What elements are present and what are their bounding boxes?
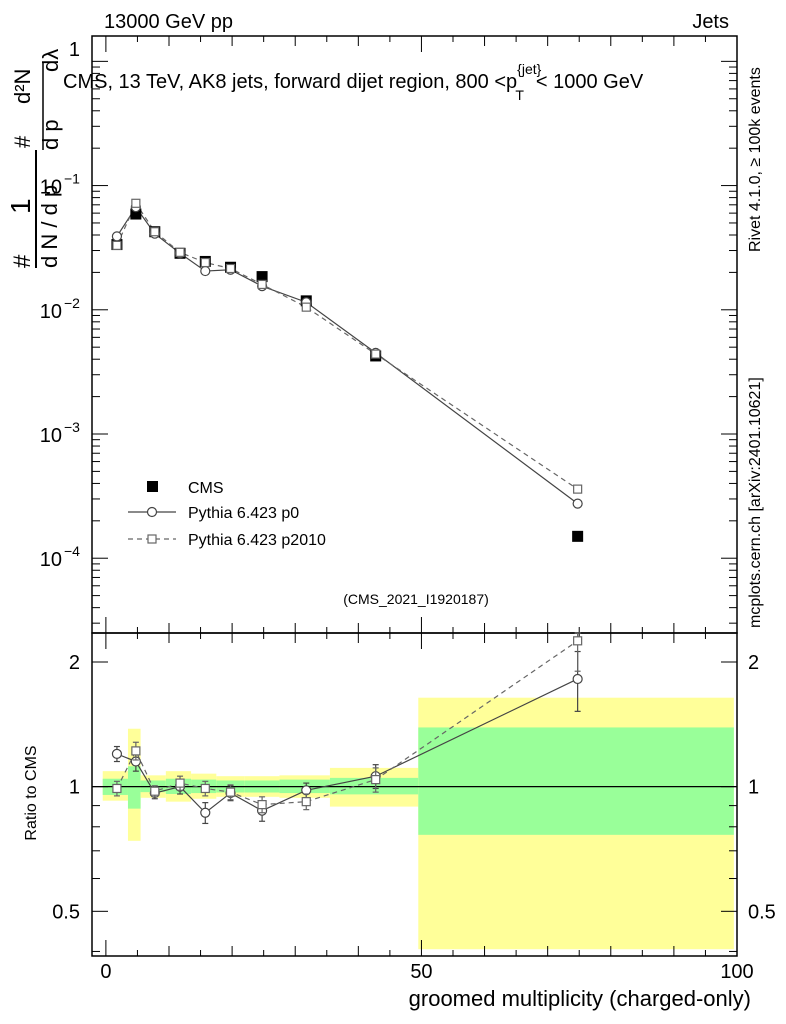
ylabel-hash-2: # (10, 135, 35, 148)
legend-marker-cms (147, 481, 158, 492)
ratio-series-line-1 (116, 640, 578, 806)
legend-marker-p2010 (147, 534, 157, 544)
data-series (111, 198, 584, 825)
main-series-line-1 (116, 206, 579, 505)
ylabel-numerator-dp: d p (38, 119, 63, 150)
ytick-label: 10 (40, 425, 62, 447)
main-point-pythia-6-423-p0 (572, 498, 583, 509)
main-point-pythia-6-423-p0 (111, 231, 123, 242)
ylabel-one: 1 (5, 198, 36, 214)
main-point-cms (130, 208, 142, 220)
main-point-pythia-6-423-p0 (200, 265, 211, 277)
legend-label-p2010: Pythia 6.423 p2010 (188, 532, 326, 549)
ytick-exponent: −3 (64, 419, 80, 435)
main-point-pythia-6-423-p2010 (112, 240, 122, 250)
ytick-label: 10 (40, 177, 62, 199)
ytick-exponent: −2 (64, 295, 80, 311)
stat-uncertainty-band-9 (418, 727, 734, 835)
legend-label-p0: Pythia 6.423 p0 (188, 505, 299, 522)
legend: CMS Pythia 6.423 p0 Pythia 6.423 p2010 (128, 480, 326, 549)
legend-label-cms: CMS (188, 480, 224, 497)
stat-uncertainty-band-1 (127, 766, 141, 809)
main-point-pythia-6-423-p2010 (200, 257, 210, 268)
ylabel-hash: # (9, 254, 36, 268)
xtick-label: 50 (410, 961, 432, 983)
ratio-point-pythia-6-423-p2010 (301, 797, 311, 807)
ratio-point-pythia-6-423-p2010 (131, 746, 141, 756)
ratio-point-pythia-6-423-p2010 (225, 787, 236, 797)
ratio-ytick-label-left: 1 (69, 777, 80, 799)
main-point-pythia-6-423-p2010 (301, 302, 311, 312)
ytick-exponent: −1 (64, 171, 80, 187)
ylabel-denominator: d N / d p (37, 185, 62, 268)
ratio-y-label: Ratio to CMS (23, 745, 40, 840)
main-point-pythia-6-423-p2010 (573, 484, 583, 494)
ratio-ytick-label-right: 0.5 (748, 901, 776, 923)
ratio-point-pythia-6-423-p2010 (112, 783, 122, 794)
rivet-version-label: Rivet 4.1.0, ≥ 100k events (747, 67, 764, 252)
ratio-ytick-label-right: 1 (748, 777, 759, 799)
ratio-ytick-label-left: 0.5 (52, 901, 80, 923)
ratio-bands (102, 697, 734, 950)
xtick-label: 0 (100, 961, 111, 983)
main-point-pythia-6-423-p2010 (175, 247, 185, 257)
mcplots-label: mcplots.cern.ch [arXiv:2401.10621] (747, 377, 764, 628)
header-left-label: 13000 GeV pp (104, 11, 233, 33)
ylabel-numerator: d²N (10, 69, 35, 104)
ytick-label: 10 (40, 549, 62, 571)
main-point-cms (256, 271, 268, 283)
main-series-line-2 (116, 202, 578, 490)
xtick-label: 100 (720, 961, 753, 983)
ratio-point-pythia-6-423-p2010 (573, 636, 583, 646)
ratio-series-line-0 (116, 678, 578, 814)
ratio-point-pythia-6-423-p2010 (150, 786, 160, 796)
ratio-plot-frame (91, 632, 738, 957)
ratio-point-pythia-6-423-p0 (200, 807, 211, 818)
ratio-ytick-label-right: 2 (748, 652, 759, 674)
legend-marker-p0 (146, 506, 158, 518)
chart-title: CMS, 13 TeV, AK8 jets, forward dijet reg… (63, 61, 644, 103)
ratio-point-pythia-6-423-p2010 (200, 783, 210, 794)
main-point-pythia-6-423-p2010 (131, 198, 141, 208)
axes-ticks (92, 36, 738, 956)
ytick-label: 10 (40, 301, 62, 323)
main-point-pythia-6-423-p2010 (257, 279, 267, 290)
main-point-cms (572, 530, 584, 542)
main-point-pythia-6-423-p2010 (371, 349, 381, 359)
ratio-point-pythia-6-423-p0 (572, 673, 583, 685)
ratio-ytick-label-left: 2 (69, 652, 80, 674)
analysis-watermark: (CMS_2021_I1920187) (343, 591, 489, 607)
ytick-label-1: 1 (69, 39, 80, 61)
ratio-point-pythia-6-423-p0 (111, 748, 123, 759)
ratio-point-pythia-6-423-p2010 (371, 775, 381, 785)
ratio-point-pythia-6-423-p2010 (175, 778, 185, 788)
header-right-label: Jets (692, 11, 729, 33)
ylabel-dlambda: dλ (38, 49, 63, 72)
main-point-pythia-6-423-p2010 (225, 263, 236, 274)
ratio-point-pythia-6-423-p2010 (257, 800, 267, 810)
main-y-label: # 1 d N / d p # d²N d p dλ (5, 49, 63, 268)
ytick-exponent: −4 (64, 543, 80, 559)
main-point-pythia-6-423-p2010 (150, 227, 160, 237)
x-axis-label: groomed multiplicity (charged-only) (409, 986, 751, 1011)
